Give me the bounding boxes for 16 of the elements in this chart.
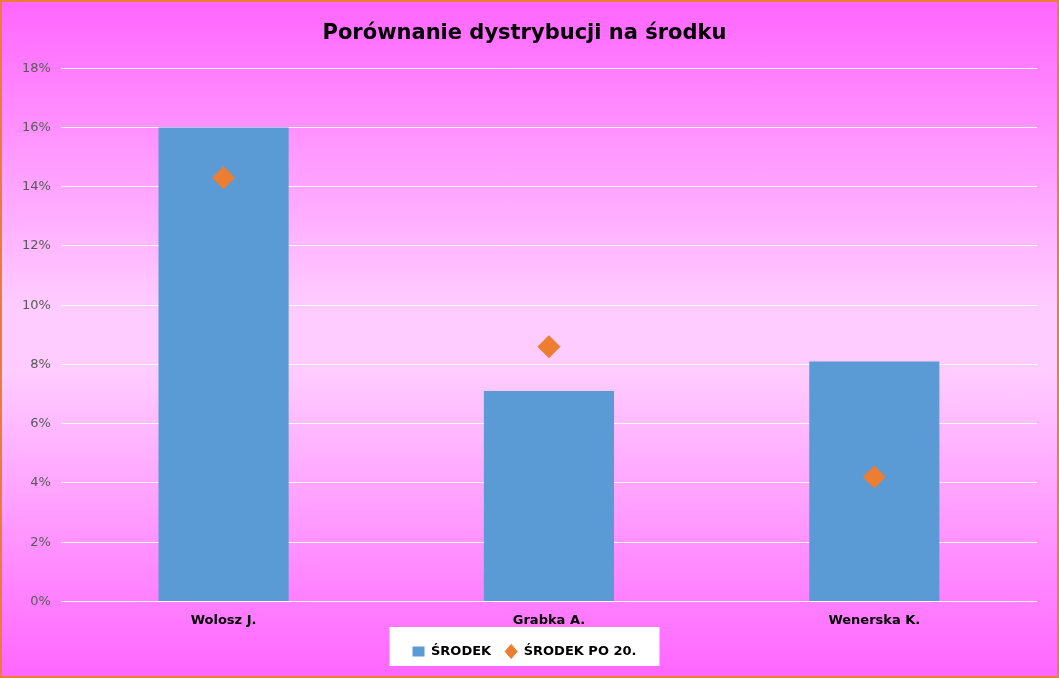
y-tick-label: 2% [30,533,51,549]
legend-label: ŚRODEK [431,642,493,658]
x-tick-label: Grabka A. [512,611,586,627]
y-tick-label: 18% [21,59,51,75]
y-tick-label: 12% [21,237,51,253]
y-tick-label: 10% [21,296,51,312]
y-tick-label: 8% [30,355,51,371]
y-tick-label: 4% [30,474,51,490]
y-tick-label: 14% [21,178,51,194]
x-tick-label: Wolosz J. [190,611,257,627]
legend-label: ŚRODEK PO 20. [523,642,637,658]
y-tick-label: 0% [30,592,51,608]
chart-title: Porównanie dystrybucji na środku [322,20,727,45]
y-tick-label: 6% [30,415,51,431]
x-tick-label: Wenerska K. [828,611,921,627]
y-tick-label: 16% [21,118,51,134]
